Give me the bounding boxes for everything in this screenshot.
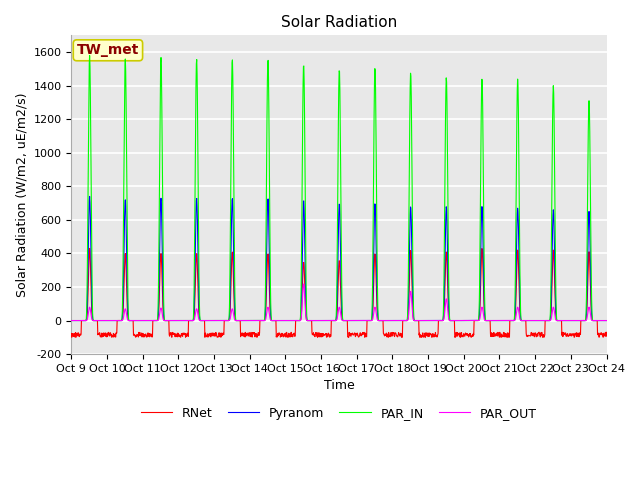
Pyranom [603,318,611,324]
RNet [493,330,500,336]
Legend: RNet, Pyranom, PAR_IN, PAR_OUT: RNet, Pyranom, PAR_IN, PAR_OUT [136,402,542,425]
Text: TW_met: TW_met [77,43,139,57]
PAR_IN [422,318,430,324]
PAR_IN [86,53,93,59]
RNet [86,246,93,252]
PAR_OUT [186,318,194,324]
PAR_IN [174,318,182,324]
X-axis label: Time: Time [324,379,355,392]
PAR_OUT [300,281,308,287]
Line: PAR_OUT: PAR_OUT [72,284,607,321]
Pyranom [492,318,500,324]
Pyranom [540,318,547,324]
PAR_OUT [603,318,611,324]
RNet [540,332,547,338]
PAR_IN [187,318,195,324]
Pyranom [86,193,93,199]
RNet [385,335,392,340]
PAR_OUT [173,318,181,324]
RNet [68,331,76,336]
PAR_IN [68,318,76,324]
PAR_OUT [246,318,254,324]
Pyranom [422,318,430,324]
PAR_OUT [540,318,547,324]
Line: PAR_IN: PAR_IN [72,56,607,321]
RNet [247,332,255,338]
Pyranom [247,318,255,324]
PAR_OUT [492,318,500,324]
PAR_IN [540,318,547,324]
Title: Solar Radiation: Solar Radiation [281,15,397,30]
PAR_OUT [68,318,76,324]
Line: RNet: RNet [72,249,607,337]
RNet [174,334,182,340]
RNet [603,329,611,335]
PAR_IN [247,318,255,324]
PAR_IN [492,318,500,324]
Y-axis label: Solar Radiation (W/m2, uE/m2/s): Solar Radiation (W/m2, uE/m2/s) [15,93,28,297]
Pyranom [187,318,195,324]
PAR_OUT [422,318,430,324]
Pyranom [68,318,76,324]
Line: Pyranom: Pyranom [72,196,607,321]
RNet [187,318,195,324]
Pyranom [174,318,182,324]
PAR_IN [603,318,611,324]
RNet [422,333,430,338]
